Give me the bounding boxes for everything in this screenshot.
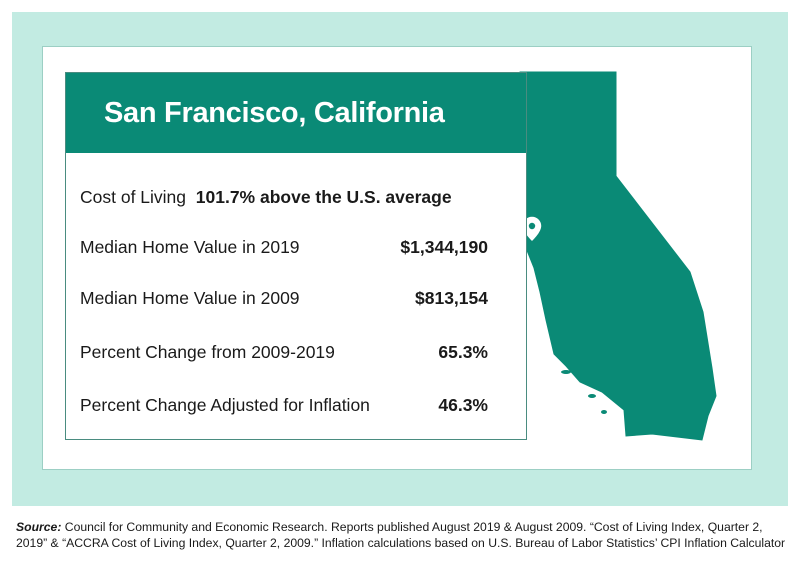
info-card: San Francisco, California Cost of Living… [65, 72, 527, 440]
stat-row-cost-of-living: Cost of Living 101.7% above the U.S. ave… [80, 183, 488, 213]
page-title: San Francisco, California [104, 97, 445, 129]
stat-label: Median Home Value in 2009 [80, 288, 300, 308]
channel-island [561, 370, 571, 374]
california-shape [503, 71, 717, 441]
stat-row-percent-change: Percent Change from 2009-2019 65.3% [80, 338, 488, 368]
stat-value: $1,344,190 [400, 237, 488, 257]
stat-row-percent-change-inflation: Percent Change Adjusted for Inflation 46… [80, 391, 488, 421]
stat-value: $813,154 [415, 288, 488, 308]
stat-value: 46.3% [438, 395, 488, 415]
stat-label: Percent Change from 2009-2019 [80, 342, 335, 362]
stat-label: Cost of Living 101.7% above the U.S. ave… [80, 187, 452, 207]
stat-label: Median Home Value in 2019 [80, 237, 300, 257]
stat-label: Percent Change Adjusted for Inflation [80, 395, 370, 415]
channel-island [588, 394, 596, 398]
stat-row-home-value-2019: Median Home Value in 2019 $1,344,190 [80, 233, 488, 263]
source-label: Source: [16, 520, 62, 534]
source-note: Source: Council for Community and Econom… [16, 520, 786, 551]
channel-island [601, 410, 607, 414]
stat-value: 101.7% above the U.S. average [195, 187, 452, 207]
location-pin-icon [521, 215, 543, 244]
card-header: San Francisco, California [66, 73, 526, 153]
stat-value: 65.3% [438, 342, 488, 362]
source-text: Council for Community and Economic Resea… [16, 520, 786, 550]
stat-row-home-value-2009: Median Home Value in 2009 $813,154 [80, 284, 488, 314]
